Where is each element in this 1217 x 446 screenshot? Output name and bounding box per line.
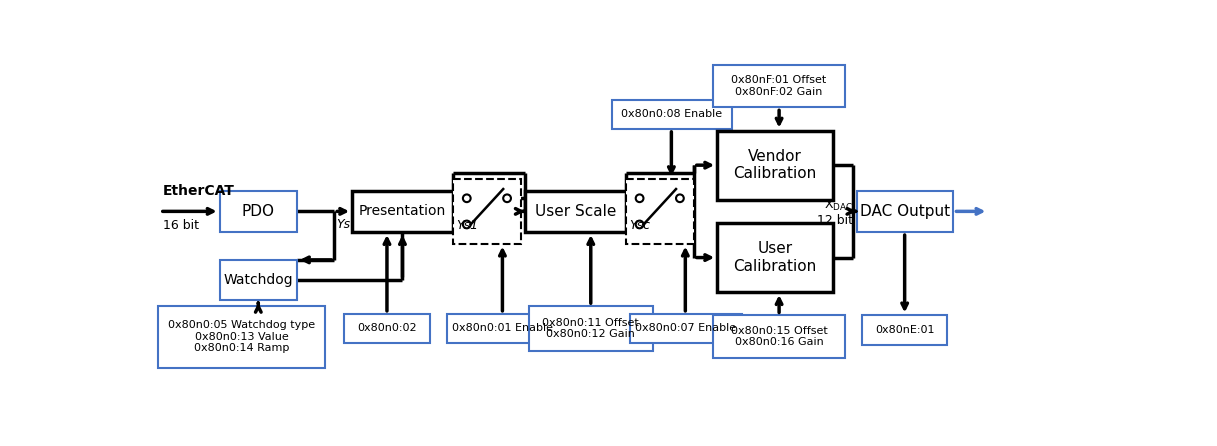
Text: 0x80nF:01 Offset
0x80nF:02 Gain: 0x80nF:01 Offset 0x80nF:02 Gain [731,75,826,97]
Bar [629,314,742,343]
Text: DAC Output: DAC Output [860,204,950,219]
Text: EtherCAT: EtherCAT [163,183,235,198]
Text: Vendor
Calibration: Vendor Calibration [734,149,817,182]
Bar [612,100,731,129]
Text: 0x80n0:02: 0x80n0:02 [357,323,416,334]
Bar [219,190,297,232]
Bar [713,65,845,107]
Text: 0x80n0:08 Enable: 0x80n0:08 Enable [621,109,723,120]
Bar [344,314,430,343]
Bar [717,131,834,200]
Text: 0x80n0:01 Enable: 0x80n0:01 Enable [453,323,554,334]
Text: Ysc: Ysc [629,219,651,232]
Text: Ys1: Ys1 [456,219,478,232]
Text: X$_{\mathsf{DAC}}$: X$_{\mathsf{DAC}}$ [824,198,853,213]
Bar [626,179,694,244]
Bar [352,190,453,232]
Bar [158,306,325,368]
Bar [862,315,947,345]
Bar [713,315,845,358]
Text: User Scale: User Scale [534,204,616,219]
Text: 0x80n0:05 Watchdog type
0x80n0:13 Value
0x80n0:14 Ramp: 0x80n0:05 Watchdog type 0x80n0:13 Value … [168,320,315,354]
Text: User
Calibration: User Calibration [734,241,817,274]
Text: 0x80n0:11 Offset
0x80n0:12 Gain: 0x80n0:11 Offset 0x80n0:12 Gain [543,318,639,339]
Text: 12 bit: 12 bit [817,214,853,227]
Text: Ys: Ys [336,218,350,231]
Bar [857,190,953,232]
Text: 0x80n0:15 Offset
0x80n0:16 Gain: 0x80n0:15 Offset 0x80n0:16 Gain [730,326,828,347]
Text: Watchdog: Watchdog [224,273,293,287]
Text: 0x80n0:07 Enable: 0x80n0:07 Enable [635,323,736,334]
Text: Presentation: Presentation [359,204,447,219]
Bar [219,260,297,300]
Bar [453,179,521,244]
Text: 0x80nE:01: 0x80nE:01 [875,325,935,335]
Bar [717,223,834,292]
Text: 16 bit: 16 bit [163,219,198,232]
Bar [528,306,652,351]
Bar [525,190,626,232]
Bar [447,314,559,343]
Text: PDO: PDO [242,204,275,219]
